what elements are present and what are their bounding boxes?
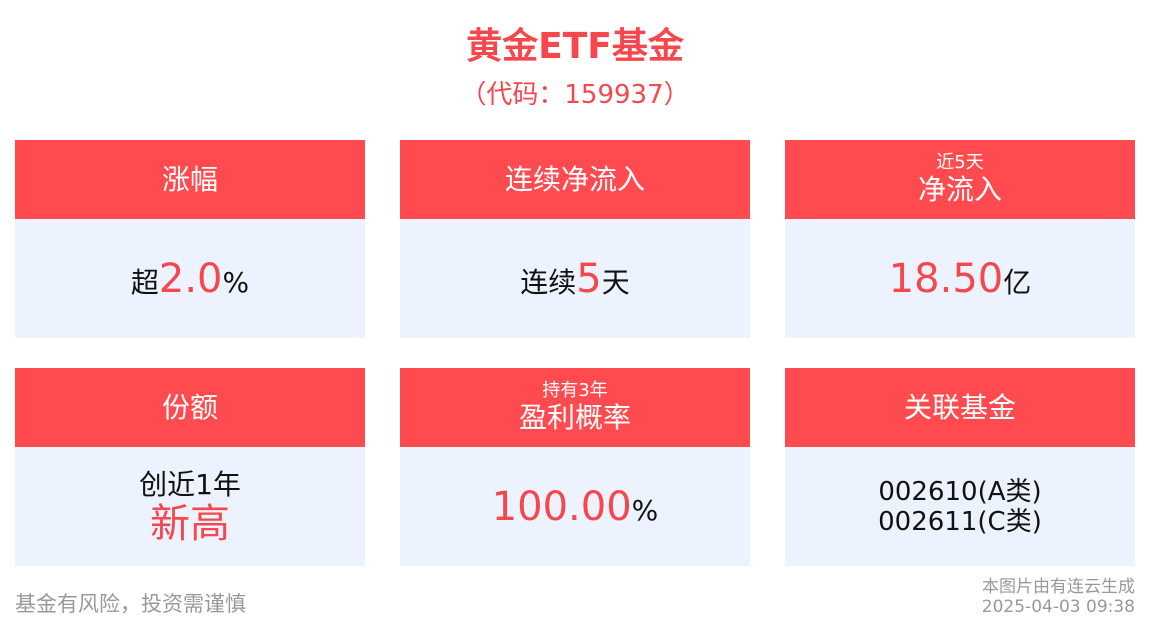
card-related-funds: 关联基金 002610(A类) 002611(C类) xyxy=(785,368,1135,566)
footer-info: 本图片由有连云生成 2025-04-03 09:38 xyxy=(982,577,1135,617)
card-header: 近5天 净流入 xyxy=(785,140,1135,219)
card-change: 涨幅 超2.0% xyxy=(15,140,365,338)
card-body: 002610(A类) 002611(C类) xyxy=(785,447,1135,566)
card-title: 份额 xyxy=(161,390,218,424)
value-prefix: 连续 xyxy=(520,265,577,299)
value-suffix: 天 xyxy=(601,265,630,299)
timestamp: 2025-04-03 09:38 xyxy=(981,597,1135,617)
card-consecutive-inflow: 连续净流入 连续5天 xyxy=(400,140,750,338)
card-header: 持有3年 盈利概率 xyxy=(400,368,750,447)
value: 18.50 xyxy=(888,255,1004,302)
card-body: 18.50亿 xyxy=(785,219,1135,338)
source: 本图片由有连云生成 xyxy=(982,577,1135,597)
value-suffix: 亿 xyxy=(1003,265,1032,299)
card-title: 连续净流入 xyxy=(504,162,645,196)
card-title: 关联基金 xyxy=(903,390,1016,424)
value-suffix: % xyxy=(222,265,250,299)
card-share: 份额 创近1年 新高 xyxy=(15,368,365,566)
card-body: 超2.0% xyxy=(15,219,365,338)
value-line: 连续5天 xyxy=(520,257,629,301)
value-line: 100.00% xyxy=(492,485,659,529)
value: 100.00 xyxy=(491,483,632,530)
fund-a: 002610(A类) xyxy=(878,476,1042,507)
line1: 创近1年 xyxy=(139,467,241,501)
card-profit-probability: 持有3年 盈利概率 100.00% xyxy=(400,368,750,566)
value: 2.0 xyxy=(158,255,223,302)
page-title: 黄金ETF基金 xyxy=(466,26,684,67)
card-header: 连续净流入 xyxy=(400,140,750,219)
line2: 新高 xyxy=(150,500,230,547)
card-title: 涨幅 xyxy=(161,162,218,196)
fund-code: （代码：159937） xyxy=(460,80,690,110)
card-title: 盈利概率 xyxy=(518,400,631,434)
card-header: 涨幅 xyxy=(15,140,365,219)
value: 5 xyxy=(576,255,602,302)
card-body: 100.00% xyxy=(400,447,750,566)
card-subtitle: 持有3年 xyxy=(542,379,608,401)
value-prefix: 超 xyxy=(130,265,159,299)
card-header: 份额 xyxy=(15,368,365,447)
card-subtitle: 近5天 xyxy=(936,151,984,173)
fund-c: 002611(C类) xyxy=(878,506,1042,537)
value-suffix: % xyxy=(631,493,659,527)
value-line: 18.50亿 xyxy=(889,257,1032,301)
card-title: 净流入 xyxy=(917,172,1002,206)
card-header: 关联基金 xyxy=(785,368,1135,447)
card-body: 连续5天 xyxy=(400,219,750,338)
value-line: 超2.0% xyxy=(131,257,249,301)
disclaimer: 基金有风险，投资需谨慎 xyxy=(15,592,246,616)
card-body: 创近1年 新高 xyxy=(15,447,365,566)
card-5day-inflow: 近5天 净流入 18.50亿 xyxy=(785,140,1135,338)
